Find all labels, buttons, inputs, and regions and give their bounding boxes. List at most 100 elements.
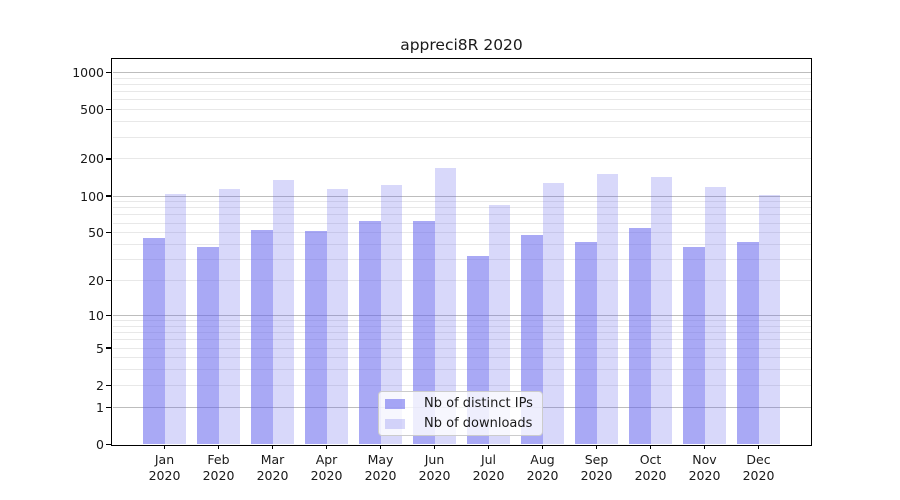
bar-distinct-ips-may	[359, 221, 381, 445]
y-tick-label: 0	[96, 437, 104, 452]
y-tick-mark	[106, 71, 112, 74]
legend: Nb of distinct IPs Nb of downloads	[378, 391, 543, 436]
x-tick-mark	[325, 444, 328, 449]
bar-distinct-ips-jun	[413, 220, 435, 445]
x-tick-label-jan: Jan 2020	[148, 451, 181, 484]
y-tick-label: 1	[96, 399, 104, 415]
gridline-100	[112, 195, 811, 197]
x-tick-label-feb: Feb 2020	[202, 451, 235, 484]
bar-distinct-ips-mar	[251, 229, 273, 445]
gridline-600	[112, 99, 811, 101]
bar-downloads-aug	[542, 182, 564, 445]
x-tick-mark	[271, 444, 274, 449]
x-tick-mark	[163, 444, 166, 449]
y-tick-mark	[106, 109, 112, 111]
x-tick-label-jun: Jun 2020	[418, 451, 451, 484]
gridline-700	[112, 91, 811, 93]
y-tick-label: 100	[80, 188, 104, 204]
gridline-8	[112, 325, 811, 327]
bar-downloads-sep	[596, 174, 618, 445]
y-tick-mark	[106, 279, 112, 282]
gridline-900	[112, 77, 811, 79]
x-tick-mark	[433, 444, 436, 449]
gridline-200	[112, 158, 811, 160]
bar-distinct-ips-jan	[143, 238, 165, 445]
y-tick-label: 500	[80, 102, 104, 118]
gridline-9	[112, 320, 811, 322]
gridline-20	[112, 280, 811, 282]
bar-distinct-ips-dec	[737, 241, 759, 445]
bar-downloads-mar	[272, 179, 294, 445]
x-tick-mark	[217, 444, 220, 449]
bar-distinct-ips-oct	[629, 227, 651, 445]
gridline-10	[112, 314, 811, 316]
x-tick-mark	[649, 444, 652, 449]
legend-swatch-downloads-icon	[385, 418, 405, 429]
gridline-300	[112, 136, 811, 138]
y-tick-mark	[106, 195, 112, 197]
x-tick-label-may: May 2020	[364, 451, 397, 484]
x-tick-label-dec: Dec 2020	[742, 451, 775, 484]
gridline-4	[112, 357, 811, 359]
gridline-400	[112, 121, 811, 123]
bar-distinct-ips-apr	[305, 230, 327, 445]
gridline-50	[112, 232, 811, 234]
gridline-70	[112, 214, 811, 216]
legend-swatch-distinct-ips-icon	[385, 398, 405, 409]
x-tick-mark	[595, 444, 598, 449]
x-tick-mark	[379, 444, 382, 449]
y-tick-mark	[106, 406, 112, 408]
gridline-500	[112, 109, 811, 111]
x-tick-mark	[703, 444, 706, 449]
y-tick-label: 20	[88, 273, 104, 289]
gridline-40	[112, 244, 811, 246]
x-tick-mark	[541, 444, 544, 449]
bar-downloads-jun	[434, 167, 456, 445]
x-tick-label-nov: Nov 2020	[688, 451, 721, 484]
y-tick-mark	[106, 232, 112, 234]
x-tick-label-mar: Mar 2020	[256, 451, 289, 484]
y-tick-mark	[106, 384, 112, 387]
gridline-6	[112, 339, 811, 341]
gridline-7	[112, 332, 811, 334]
bar-distinct-ips-feb	[197, 247, 219, 445]
gridline-800	[112, 84, 811, 85]
gridline-60	[112, 222, 811, 224]
y-tick-label: 50	[88, 225, 104, 241]
bar-downloads-apr	[326, 189, 348, 445]
x-tick-label-oct: Oct 2020	[634, 451, 667, 484]
bar-downloads-jan	[164, 194, 186, 445]
y-tick-label: 1000	[72, 65, 104, 80]
y-tick-mark	[106, 443, 112, 446]
bar-downloads-may	[380, 185, 402, 445]
x-tick-label-sep: Sep 2020	[580, 451, 613, 484]
x-tick-label-jul: Jul 2020	[472, 451, 505, 484]
bar-distinct-ips-nov	[683, 247, 705, 445]
legend-row-distinct-ips: Nb of distinct IPs	[385, 395, 542, 412]
y-tick-label: 200	[80, 151, 104, 167]
x-tick-label-apr: Apr 2020	[310, 451, 343, 484]
x-tick-mark	[757, 444, 760, 449]
x-tick-mark	[487, 444, 490, 449]
plot-frame	[111, 58, 812, 446]
bar-downloads-feb	[218, 189, 240, 445]
x-tick-label-aug: Aug 2020	[526, 451, 559, 484]
y-tick-label: 2	[96, 377, 104, 393]
bar-downloads-oct	[650, 176, 672, 445]
bar-downloads-nov	[704, 187, 726, 445]
y-tick-mark	[106, 314, 112, 317]
gridline-5	[112, 347, 811, 349]
gridline-80	[112, 207, 811, 209]
legend-label-downloads: Nb of downloads	[424, 416, 533, 431]
gridline-90	[112, 201, 811, 203]
y-tick-label: 5	[96, 340, 104, 356]
y-tick-mark	[106, 347, 112, 349]
gridline-3	[112, 369, 811, 371]
legend-label-distinct-ips: Nb of distinct IPs	[424, 396, 533, 411]
gridline-2	[112, 384, 811, 386]
bar-downloads-dec	[758, 195, 780, 445]
gridline-1000	[112, 72, 811, 73]
chart-title: appreci8R 2020	[400, 36, 523, 54]
y-tick-mark	[106, 158, 112, 160]
